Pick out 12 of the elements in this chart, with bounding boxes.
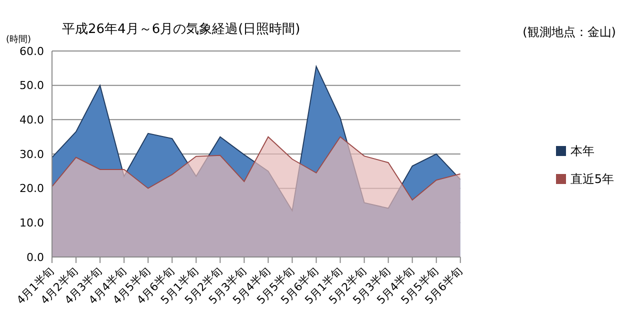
text: (観測地点：金山): [522, 24, 616, 41]
y-tick-label: 20.0: [20, 182, 44, 196]
y-tick-label: 0.0: [26, 250, 44, 264]
legend-label: 本年: [570, 144, 594, 158]
legend-label: 直近5年: [570, 172, 614, 186]
y-tick-label: 50.0: [20, 79, 44, 92]
y-axis-title: (時間): [6, 34, 32, 46]
y-tick-label: 40.0: [20, 114, 44, 127]
y-tick-label: 30.0: [20, 148, 44, 161]
chart-title: 平成26年4月～6月の気象経過(日照時間): [62, 21, 300, 38]
y-tick-label: 60.0: [20, 44, 44, 58]
y-tick-label: 10.0: [20, 216, 44, 230]
